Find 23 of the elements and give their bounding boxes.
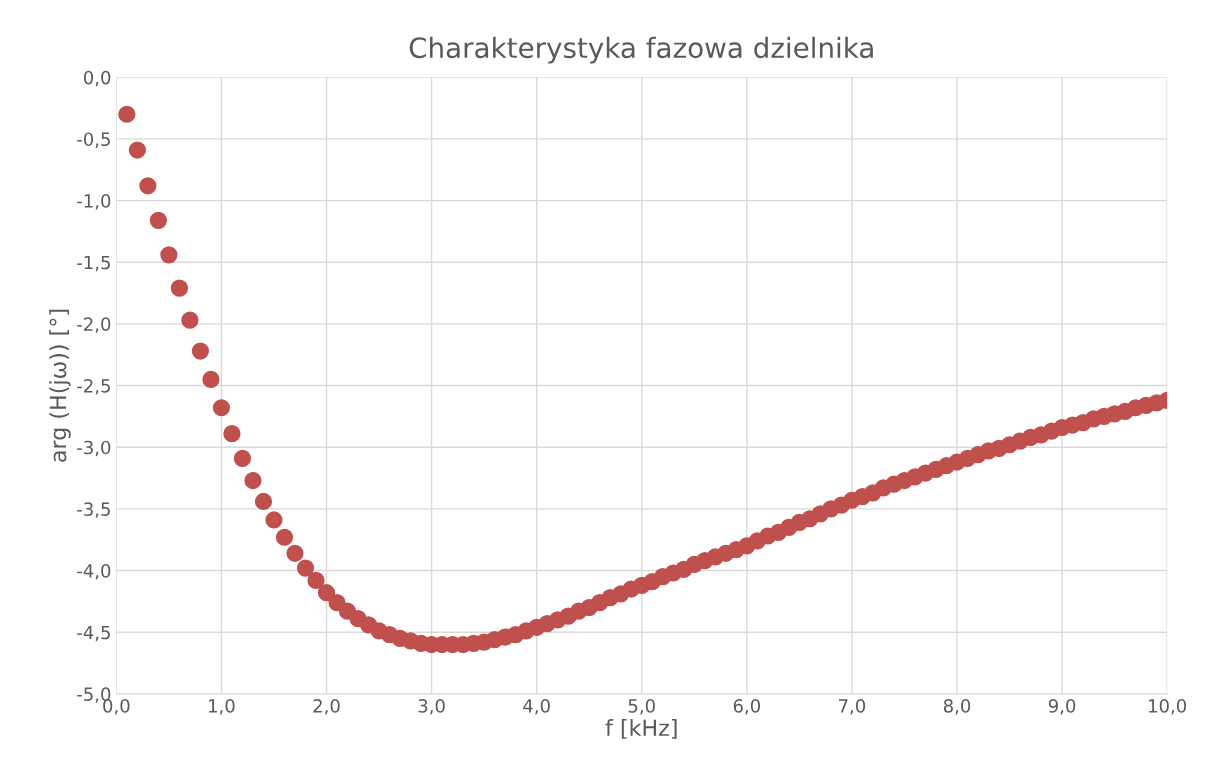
x-tick-label: 3,0 [418, 699, 445, 715]
x-tick-label: 2,0 [313, 699, 340, 715]
y-tick-label: -2,5 [77, 379, 110, 395]
y-tick-label: -0,5 [77, 132, 110, 148]
x-tick-label: 10,0 [1149, 699, 1187, 715]
y-tick-label: -4,0 [77, 564, 111, 580]
y-tick-label: -3,5 [77, 502, 110, 518]
x-tick-label: 1,0 [209, 699, 235, 715]
y-tick-label: 0,0 [83, 70, 111, 87]
x-tick-label: 5,0 [628, 699, 655, 715]
y-tick-label: -3,0 [77, 440, 111, 457]
x-axis-title: f [kHz] [605, 718, 677, 739]
x-tick-label: 7,0 [839, 699, 866, 715]
x-tick-label: 8,0 [943, 699, 971, 715]
x-tick-label: 4,0 [523, 699, 550, 715]
y-tick-label: -4,5 [77, 625, 110, 642]
y-tick-label: -1,0 [77, 194, 111, 210]
x-tick-label: 9,0 [1048, 699, 1076, 715]
y-axis-title: arg (H(jω)) [°] [49, 309, 71, 462]
y-tick-label: -2,0 [77, 317, 111, 333]
chart-title: Charakterystyka fazowa dzielnika [409, 36, 873, 64]
y-tick-label: -1,5 [77, 255, 110, 272]
x-tick-label: 6,0 [733, 699, 760, 715]
